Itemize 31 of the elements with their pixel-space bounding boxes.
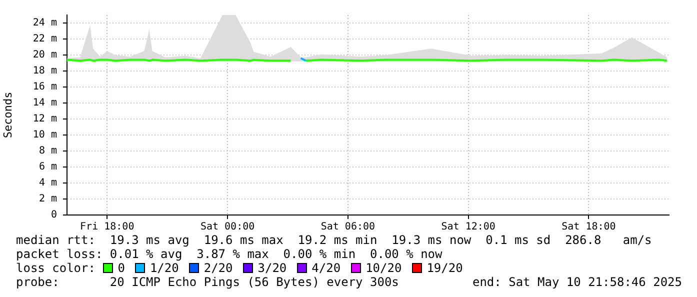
legend-title: loss color: <box>16 261 96 275</box>
y-axis-title: Seconds <box>1 92 14 138</box>
x-tick-label: Sat 00:00 <box>200 222 255 233</box>
y-tick-label: 22 m <box>32 34 57 45</box>
x-tick-label: Sat 12:00 <box>441 222 496 233</box>
x-tick-label: Sat 06:00 <box>320 222 376 233</box>
text: end: Sat May 10 21:58:46 2025 <box>472 275 682 289</box>
text: probe: 20 ICMP Echo Pings (56 Bytes) every 300s <box>16 275 399 289</box>
legend-label: 10/20 <box>366 261 402 275</box>
y-tick-label: 20 m <box>32 50 57 61</box>
legend-label: 2/20 <box>204 261 233 275</box>
y-tick-label: 10 m <box>32 130 57 141</box>
y-tick-label: 16 m <box>32 82 57 93</box>
text: packet loss: 0.01 % avg 3.87 % max 0.00 % min 0.00 % now <box>16 247 442 261</box>
legend-label: 0 <box>118 261 125 275</box>
x-tick-label: Fri 18:00 <box>80 222 134 233</box>
legend-label: 4/20 <box>312 261 341 275</box>
y-tick-label: 14 m <box>32 98 57 109</box>
y-tick-label: 18 m <box>32 66 57 77</box>
y-tick-label: 4 m <box>38 178 57 189</box>
legend-label: 3/20 <box>258 261 287 275</box>
legend-label: 1/20 <box>150 261 179 275</box>
legend-label: 19/20 <box>426 261 463 275</box>
y-tick-label: 8 m <box>38 146 57 157</box>
y-tick-label: 2 m <box>38 194 57 205</box>
y-tick-label: 0 <box>50 210 57 221</box>
y-tick-label: 24 m <box>32 18 57 29</box>
text: median rtt: 19.3 ms avg 19.6 ms max 19.2 ms min 19.3 ms now 0.1 ms sd 286.8 am/s <box>16 233 652 247</box>
y-tick-label: 12 m <box>32 114 57 125</box>
x-tick-label: Sat 18:00 <box>562 222 616 233</box>
y-tick-label: 6 m <box>38 162 57 173</box>
